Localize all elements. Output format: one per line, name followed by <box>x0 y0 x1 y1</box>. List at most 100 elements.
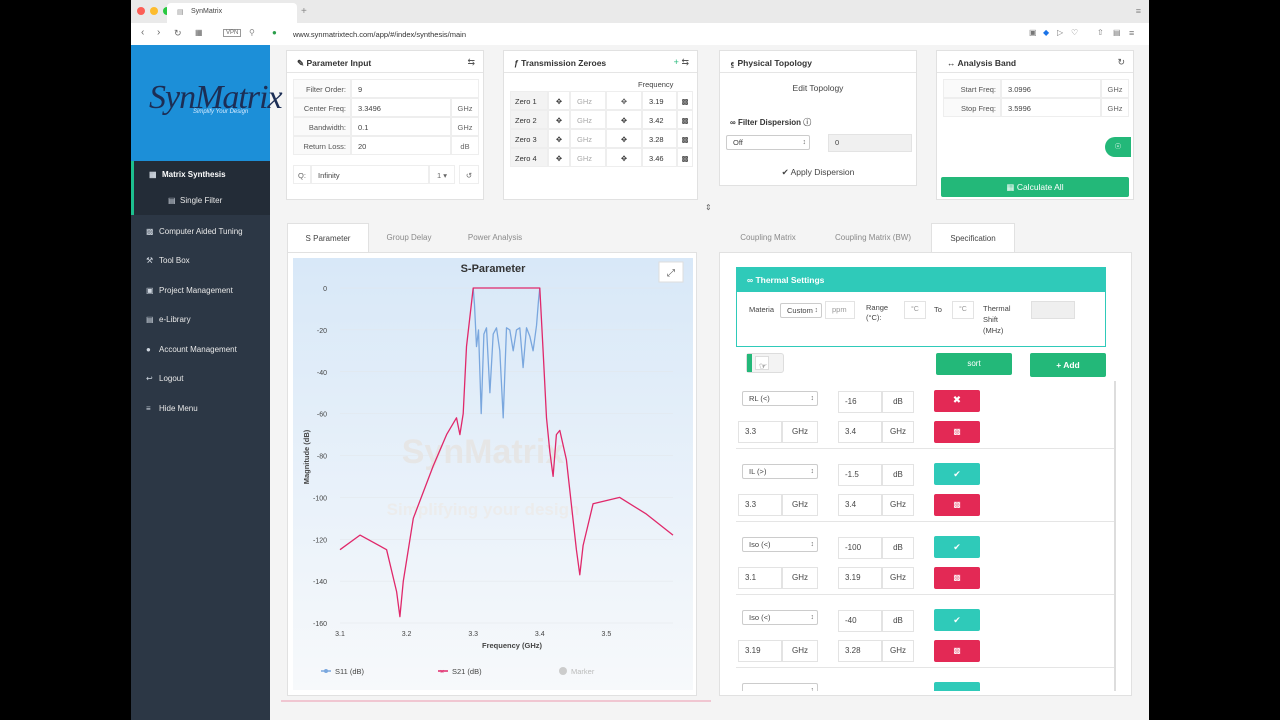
spec-type-select[interactable]: IL (>) <box>742 464 818 479</box>
spec-start-freq-input[interactable]: 3.19 <box>738 640 782 662</box>
swap-icon[interactable]: ⇆ <box>467 57 475 67</box>
resize-handle-icon[interactable]: ⇕ <box>705 203 712 212</box>
spec-pass-button[interactable]: ✔ <box>934 609 980 631</box>
dispersion-value-input[interactable]: 0 <box>828 134 912 152</box>
trash-icon[interactable]: ▩ <box>677 110 693 129</box>
spec-type-select[interactable] <box>742 683 818 691</box>
move-icon[interactable]: ✥ <box>548 129 570 148</box>
edit-topology-link[interactable]: Edit Topology <box>792 83 844 93</box>
move-icon[interactable]: ✥ <box>606 129 642 148</box>
zero-unit-input[interactable]: GHz <box>570 110 606 129</box>
spec-value-input[interactable]: -1.5 <box>838 464 882 486</box>
delete-spec-button[interactable]: ▩ <box>934 640 980 662</box>
apply-dispersion-button[interactable]: ✔ Apply Dispersion <box>781 167 855 177</box>
spec-type-select[interactable]: Iso (<) <box>742 537 818 552</box>
spec-stop-freq-input[interactable]: 3.4 <box>838 421 882 443</box>
spec-type-select[interactable]: Iso (<) <box>742 610 818 625</box>
sidebar-item-computer-aided-tuning[interactable]: ▩ Computer Aided Tuning <box>131 218 270 246</box>
spec-value-input[interactable]: -100 <box>838 537 882 559</box>
spec-pass-button[interactable]: ✔ <box>934 536 980 558</box>
spec-value-input[interactable]: -16 <box>838 391 882 413</box>
legend-s11[interactable]: S11 (dB) <box>321 667 365 676</box>
tab-menu-icon[interactable]: ≡ <box>1135 6 1141 16</box>
spec-start-freq-input[interactable]: 3.1 <box>738 567 782 589</box>
spec-stop-freq-input[interactable]: 3.4 <box>838 494 882 516</box>
play-icon[interactable]: ▷ <box>1057 28 1064 37</box>
camera-icon[interactable]: ▣ <box>1029 28 1037 37</box>
tab-coupling-matrix[interactable]: Coupling Matrix <box>740 233 796 242</box>
heart-icon[interactable]: ♡ <box>1071 28 1079 37</box>
zero-freq-input[interactable]: 3.42 <box>642 110 677 129</box>
vpn-badge[interactable]: VPN <box>223 29 242 37</box>
stop-freq-input[interactable]: 3.5996 <box>1001 98 1101 117</box>
move-icon[interactable]: ✥ <box>548 91 570 110</box>
sidebar-item-matrix-synthesis[interactable]: ▦ Matrix Synthesis <box>131 161 270 189</box>
q-input[interactable]: Infinity <box>311 165 429 184</box>
spec-pass-button[interactable] <box>934 682 980 691</box>
thermal-shift-input[interactable] <box>1031 301 1075 319</box>
sidebar-item-single-filter[interactable]: ▤ Single Filter <box>131 187 270 215</box>
return-loss-input[interactable]: 20 <box>351 136 451 155</box>
sidebar-item-account-management[interactable]: ● Account Management <box>131 336 270 364</box>
sidebar-item-logout[interactable]: ↩ Logout <box>131 365 270 393</box>
sort-button[interactable]: sort <box>936 353 1012 375</box>
filter-order-input[interactable]: 9 <box>351 79 479 98</box>
reset-icon[interactable]: ↺ <box>459 165 479 184</box>
move-icon[interactable]: ✥ <box>606 91 642 110</box>
legend-marker[interactable]: Marker <box>559 667 595 676</box>
zero-unit-input[interactable]: GHz <box>570 148 606 167</box>
sidebar-item-hide-menu[interactable]: ≡ Hide Menu <box>131 395 270 423</box>
tab-specification[interactable]: Specification <box>931 223 1015 253</box>
zero-unit-input[interactable]: GHz <box>570 129 606 148</box>
material-select[interactable]: Custom <box>780 303 822 318</box>
info-icon[interactable]: ⓘ <box>803 118 812 127</box>
thermal-toggle[interactable]: ☞ <box>746 353 784 373</box>
add-icon[interactable]: + <box>673 57 679 67</box>
back-icon[interactable]: ‹ <box>141 27 145 38</box>
reload-icon[interactable]: ↻ <box>174 28 182 38</box>
bandwidth-input[interactable]: 0.1 <box>351 117 451 136</box>
move-icon[interactable]: ✥ <box>606 110 642 129</box>
sidebar-item-tool-box[interactable]: ⚒ Tool Box <box>131 247 270 275</box>
spec-start-freq-input[interactable]: 3.3 <box>738 421 782 443</box>
zero-freq-input[interactable]: 3.19 <box>642 91 677 110</box>
zero-freq-input[interactable]: 3.28 <box>642 129 677 148</box>
spec-stop-freq-input[interactable]: 3.28 <box>838 640 882 662</box>
browser-tab[interactable]: ▤ SynMatrix <box>167 3 297 23</box>
browser-menu-icon[interactable]: ≡ <box>1129 28 1135 38</box>
spec-fail-button[interactable]: ✖ <box>934 390 980 412</box>
new-tab-icon[interactable]: + <box>301 6 307 17</box>
refresh-icon[interactable]: ↻ <box>1117 57 1125 67</box>
expand-button[interactable] <box>658 261 684 283</box>
trash-icon[interactable]: ▩ <box>677 129 693 148</box>
swap-icon[interactable]: ⇆ <box>681 57 689 67</box>
shield-icon[interactable]: ◆ <box>1043 28 1050 37</box>
move-icon[interactable]: ✥ <box>548 110 570 129</box>
delete-spec-button[interactable]: ▩ <box>934 567 980 589</box>
move-icon[interactable]: ✥ <box>606 148 642 167</box>
range-min-input[interactable]: °C <box>904 301 926 319</box>
zero-unit-input[interactable]: GHz <box>570 91 606 110</box>
share-icon[interactable]: ⇧ <box>1097 28 1104 37</box>
q-select[interactable]: 1 ▾ <box>429 165 455 184</box>
forward-icon[interactable]: › <box>157 27 161 38</box>
tab-group-delay[interactable]: Group Delay <box>386 233 432 242</box>
tab-coupling-matrix-bw[interactable]: Coupling Matrix (BW) <box>834 233 911 242</box>
calculate-all-button[interactable]: ▦ Calculate All <box>941 177 1129 197</box>
center-freq-input[interactable]: 3.3496 <box>351 98 451 117</box>
sidebar-item-e-library[interactable]: ▤ e-Library <box>131 306 270 334</box>
minimize-window-icon[interactable] <box>150 7 158 15</box>
spec-type-select[interactable]: RL (<) <box>742 391 818 406</box>
move-icon[interactable]: ✥ <box>548 148 570 167</box>
tab-power-analysis[interactable]: Power Analysis <box>467 233 523 242</box>
download-icon[interactable]: ▤ <box>1113 28 1121 37</box>
trash-icon[interactable]: ▩ <box>677 148 693 167</box>
close-window-icon[interactable] <box>137 7 145 15</box>
grid-icon[interactable]: ▦ <box>195 28 203 37</box>
legend-s21[interactable]: × S21 (dB) <box>438 667 482 676</box>
ppm-input[interactable]: ppm <box>825 301 855 319</box>
sidebar-item-project-management[interactable]: ▣ Project Management <box>131 277 270 305</box>
dispersion-select[interactable]: Off <box>726 135 810 150</box>
expand-icon[interactable]: ⤢ <box>667 268 675 279</box>
location-pin-icon[interactable]: ☉ <box>1105 137 1131 157</box>
